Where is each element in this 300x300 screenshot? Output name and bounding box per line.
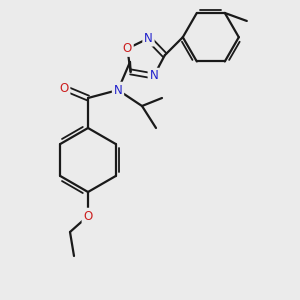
Text: N: N	[149, 70, 158, 83]
Text: O: O	[83, 209, 93, 223]
Text: N: N	[144, 32, 153, 45]
Text: O: O	[59, 82, 69, 94]
Text: O: O	[123, 42, 132, 55]
Text: N: N	[114, 83, 122, 97]
